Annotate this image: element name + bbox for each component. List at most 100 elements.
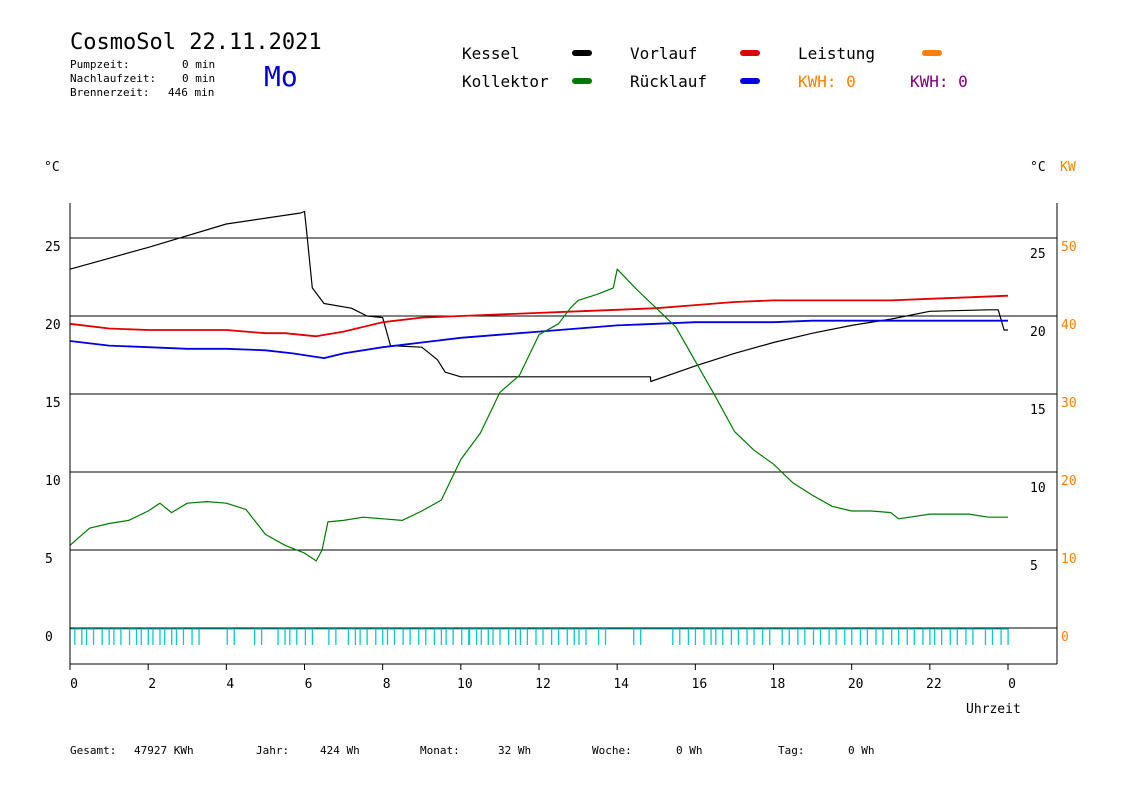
pump-pulse [101, 628, 110, 645]
pump-pulse [164, 628, 173, 645]
pump-pulse [468, 628, 478, 645]
pump-pulse [253, 628, 263, 645]
right-axis-unit-kw: KW [1060, 160, 1076, 175]
pump-pulse [445, 628, 454, 645]
legend-vorlauf-label: Vorlauf [630, 44, 698, 63]
pump-pulse [74, 628, 83, 645]
footer-tag-value: 0 Wh [848, 744, 875, 757]
pump-pulse [828, 628, 837, 645]
pump-pulse [492, 628, 501, 645]
pump-pulse [703, 628, 712, 645]
y-tick-label-right-temp: 20 [1030, 325, 1046, 340]
x-axis-label: Uhrzeit [966, 702, 1021, 717]
pump-pulses [70, 628, 1009, 645]
footer-monat-label: Monat: [420, 744, 460, 757]
pump-pulse [1000, 628, 1009, 645]
x-tick-label: 18 [770, 677, 786, 692]
x-tick-label: 0 [1008, 677, 1016, 692]
pump-pulse [191, 628, 200, 645]
pump-pulse [152, 628, 161, 645]
pump-pulse [328, 628, 337, 645]
stat-brennerzeit-value: 446 min [168, 86, 215, 99]
y-tick-label-left: 0 [45, 630, 53, 645]
pump-pulse [304, 628, 314, 645]
pump-pulse [730, 628, 740, 645]
weekday-label: Mo [264, 60, 298, 93]
pump-pulse [906, 628, 915, 645]
pump-pulse [289, 628, 298, 645]
pump-pulse [984, 628, 994, 645]
legend-kessel-swatch [572, 50, 592, 56]
y-tick-label-right-temp: 15 [1030, 403, 1046, 418]
pump-pulse [433, 628, 443, 645]
tick-labels: 0 2 4 6 8 10 12 14 16 18 20 22 0 0 5 10 15 20 25 5 10 15 20 25 0… [45, 240, 1077, 692]
pump-pulse [550, 628, 560, 645]
stat-nachlaufzeit-label: Nachlaufzeit: [70, 72, 157, 85]
kwh-purple-label: KWH: 0 [910, 72, 968, 91]
pump-pulse [480, 628, 489, 645]
x-tick-label: 2 [148, 677, 156, 692]
pump-pulse [965, 628, 974, 645]
chart-title: CosmoSol 22.11.2021 [70, 30, 322, 55]
pump-pulse [226, 628, 235, 645]
stat-pumpzeit-value: 0 min [182, 58, 216, 71]
legend-kessel-label: Kessel [462, 44, 520, 63]
footer-gesamt-value: 47927 KWh [134, 744, 194, 757]
pump-pulse [633, 628, 642, 645]
pump-pulse [175, 628, 185, 645]
x-tick-label: 6 [305, 677, 313, 692]
pump-pulse [375, 628, 384, 645]
footer-jahr-label: Jahr: [256, 744, 290, 757]
y-tick-label-right-kw: 20 [1061, 474, 1077, 489]
x-tick-label: 10 [457, 677, 473, 692]
x-tick-label: 8 [383, 677, 391, 692]
footer-woche-label: Woche: [592, 744, 632, 757]
y-tick-label-right-temp: 10 [1030, 481, 1046, 496]
vorlauf-line [69, 294, 1009, 338]
right-axis-unit: °C [1030, 160, 1046, 175]
legend-ruecklauf-label: Rücklauf [630, 72, 708, 91]
legend-kollektor-label: Kollektor [462, 72, 549, 91]
pump-pulse [386, 628, 396, 645]
pump-pulse [781, 628, 790, 645]
y-tick-label-left: 5 [45, 552, 53, 567]
y-tick-label-right-temp: 25 [1030, 247, 1046, 262]
y-tick-label-right-kw: 10 [1061, 552, 1077, 567]
x-tick-label: 14 [613, 677, 629, 692]
pump-pulse [762, 628, 771, 645]
x-tick-label: 0 [70, 677, 78, 692]
pump-pulse [597, 628, 607, 645]
pump-pulse [715, 628, 724, 645]
left-axis-unit: °C [44, 160, 60, 175]
stat-nachlaufzeit-value: 0 min [182, 72, 216, 85]
y-tick-label-right-kw: 0 [1061, 630, 1069, 645]
axes [69, 203, 1058, 670]
legend-leistung-swatch [922, 50, 942, 56]
y-tick-label-left: 15 [45, 396, 61, 411]
pump-pulse [812, 628, 822, 645]
pump-pulse [844, 628, 853, 645]
legend-kollektor-swatch [572, 78, 592, 84]
pump-pulse [746, 628, 755, 645]
series-lines [69, 210, 1009, 562]
stat-brennerzeit-label: Brennerzeit: [70, 86, 150, 99]
pump-pulse [359, 628, 368, 645]
x-tick-label: 4 [226, 677, 234, 692]
kollektor-line [69, 268, 1008, 562]
pump-pulse [687, 628, 697, 645]
pump-pulse [949, 628, 958, 645]
pump-pulse [519, 628, 529, 645]
pump-pulse [85, 628, 95, 645]
x-tick-label: 16 [692, 677, 708, 692]
legend-vorlauf-swatch [740, 50, 760, 56]
x-tick-label: 20 [848, 677, 864, 692]
footer-jahr-value: 424 Wh [320, 744, 360, 757]
pump-pulse [347, 628, 357, 645]
pump-pulse [922, 628, 931, 645]
kwh-orange-label: KWH: 0 [798, 72, 856, 91]
pump-pulse [672, 628, 681, 645]
pump-pulse [566, 628, 575, 645]
y-tick-label-left: 10 [45, 474, 61, 489]
y-tick-label-right-kw: 40 [1061, 318, 1077, 333]
